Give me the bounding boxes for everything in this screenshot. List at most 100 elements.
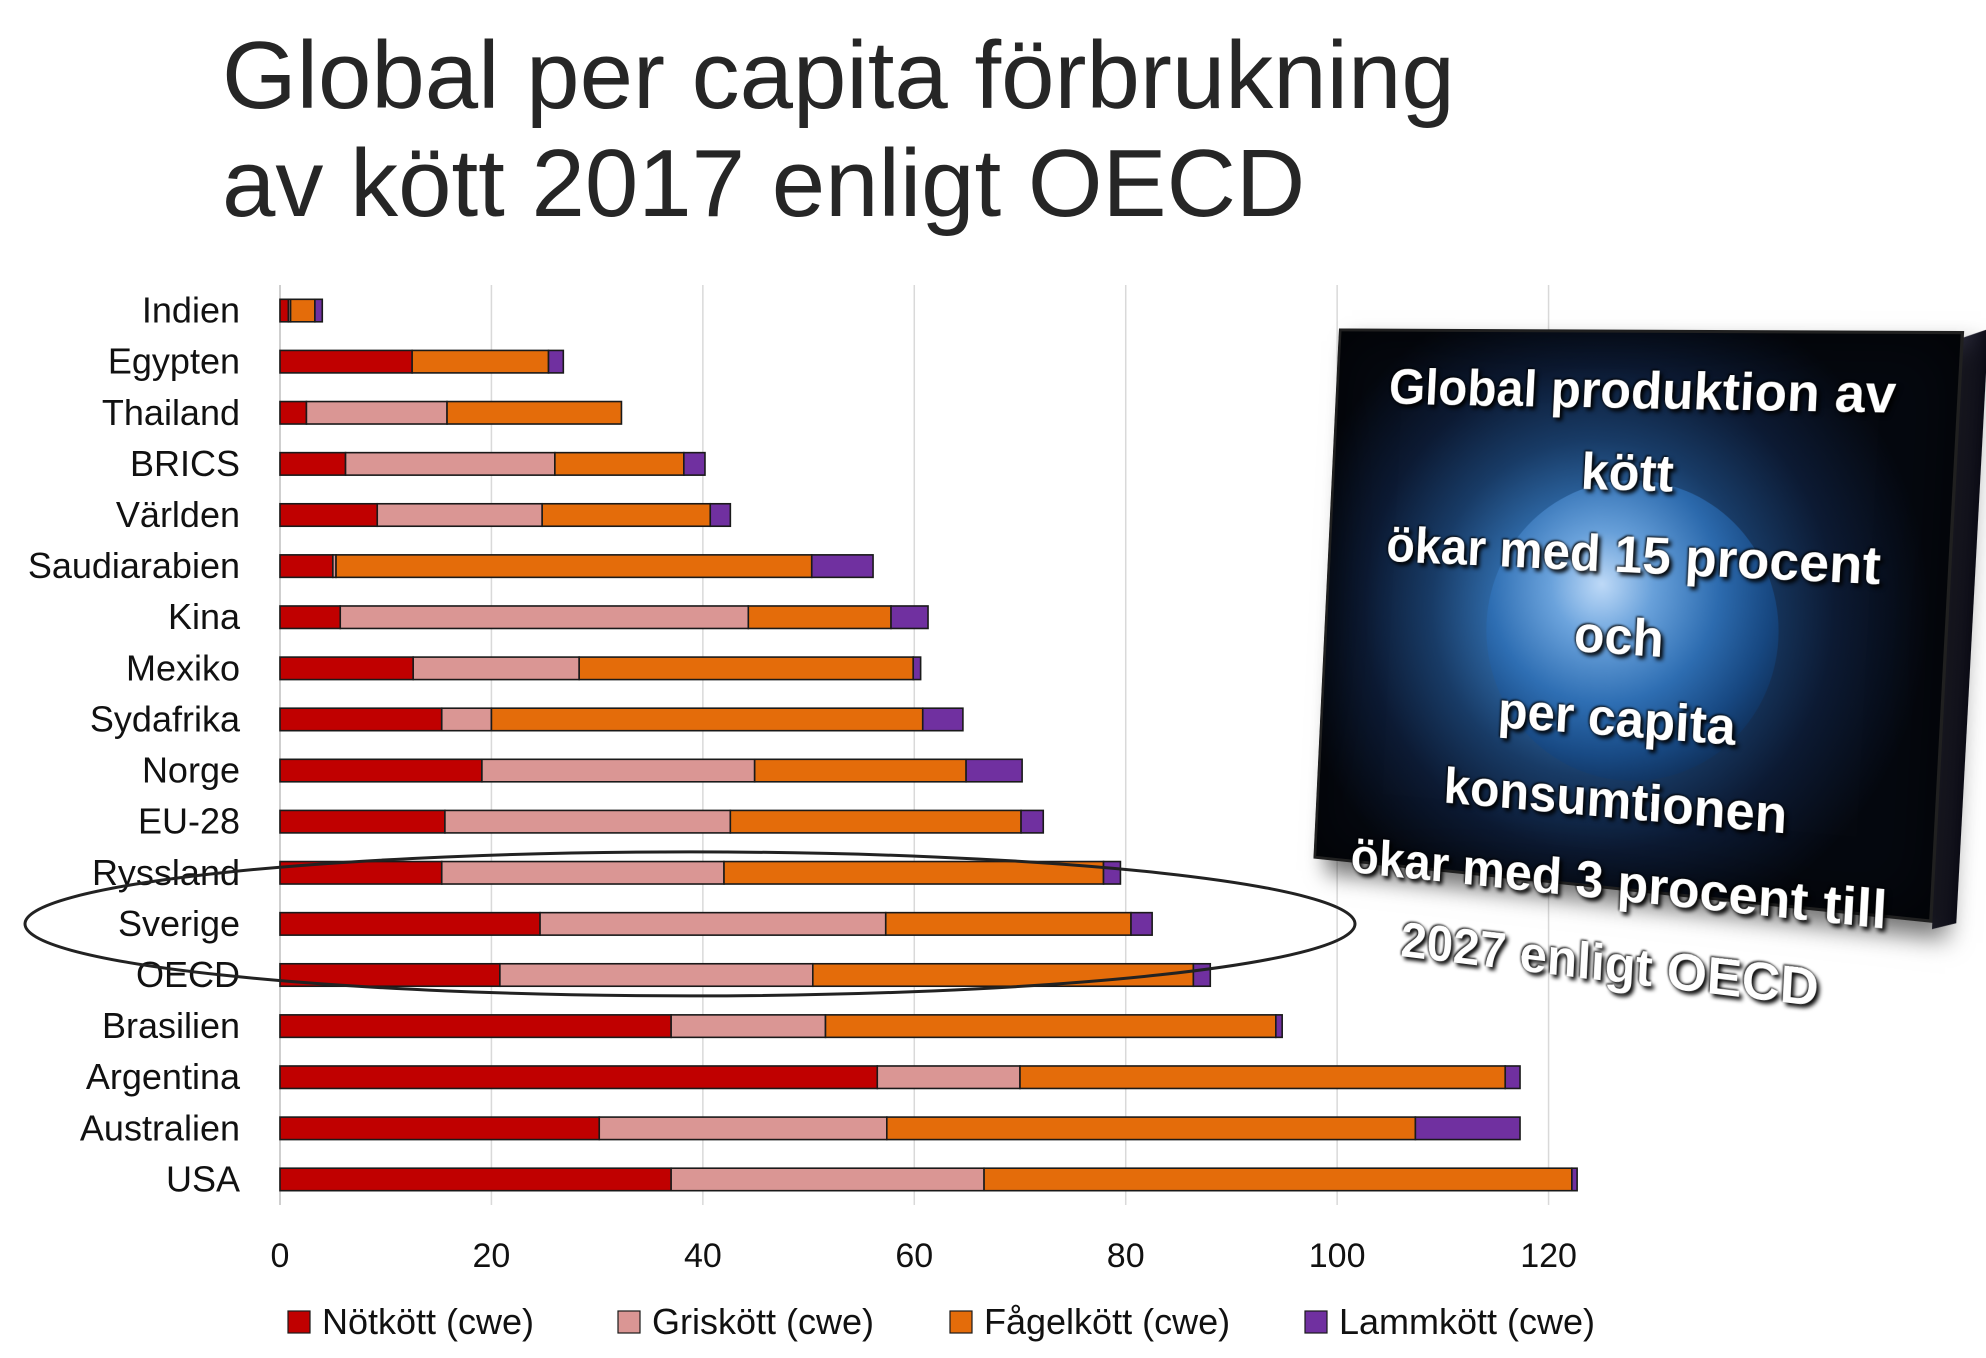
- bar-n-tk-tt-cwe-brasilien: [279, 1014, 672, 1039]
- legend-label-n-tk-tt-cwe: Nötkött (cwe): [322, 1301, 534, 1342]
- bar-f-gelk-tt-cwe-australien: [885, 1116, 1417, 1141]
- category-label-v-rlden: Världen: [116, 494, 240, 535]
- x-tick-label: 60: [895, 1237, 933, 1275]
- category-label-kina: Kina: [168, 596, 241, 637]
- bar-grisk-tt-cwe-argentina: [876, 1065, 1021, 1090]
- bar-lammk-tt-cwe-australien: [1414, 1116, 1521, 1141]
- bar-grisk-tt-cwe-ryssland: [440, 860, 725, 885]
- bar-f-gelk-tt-cwe-egypten: [411, 349, 550, 374]
- bar-f-gelk-tt-cwe-sverige: [884, 911, 1132, 936]
- legend: Nötkött (cwe) Griskött (cwe) Fågelkött (cw…: [287, 1301, 1595, 1342]
- category-label-norge: Norge: [142, 750, 240, 791]
- bar-n-tk-tt-cwe-egypten: [279, 349, 413, 374]
- bar-lammk-tt-cwe-usa: [1571, 1167, 1578, 1192]
- category-label-sverige: Sverige: [118, 903, 240, 944]
- bar-f-gelk-tt-cwe-v-rlden: [541, 502, 712, 528]
- category-label-indien: Indien: [142, 290, 240, 331]
- bar-n-tk-tt-cwe-v-rlden: [279, 502, 379, 528]
- bar-n-tk-tt-cwe-eu-28: [279, 809, 446, 834]
- bar-lammk-tt-cwe-saudiarabien: [810, 554, 874, 579]
- bar-grisk-tt-cwe-sydafrika: [440, 707, 493, 732]
- bar-f-gelk-tt-cwe-brics: [554, 451, 685, 476]
- bar-lammk-tt-cwe-sverige: [1130, 911, 1153, 936]
- category-label-brasilien: Brasilien: [102, 1005, 240, 1046]
- x-tick-label: 40: [684, 1237, 722, 1275]
- bar-lammk-tt-cwe-mexiko: [912, 656, 922, 681]
- bar-grisk-tt-cwe-eu-28: [444, 809, 732, 834]
- category-label-mexiko: Mexiko: [126, 647, 240, 688]
- bar-lammk-tt-cwe-brasilien: [1275, 1014, 1283, 1039]
- legend-swatch-f-gelk-tt-cwe: [949, 1310, 973, 1334]
- bar-grisk-tt-cwe-thailand: [305, 400, 448, 425]
- bar-grisk-tt-cwe-v-rlden: [376, 502, 543, 528]
- bar-f-gelk-tt-cwe-thailand: [446, 400, 623, 425]
- legend-label-grisk-tt-cwe: Griskött (cwe): [652, 1301, 874, 1342]
- bar-f-gelk-tt-cwe-brasilien: [824, 1014, 1277, 1039]
- bar-lammk-tt-cwe-v-rlden: [709, 502, 732, 528]
- bar-grisk-tt-cwe-sverige: [539, 911, 887, 936]
- bar-f-gelk-tt-cwe-usa: [983, 1167, 1573, 1192]
- bar-grisk-tt-cwe-oecd: [499, 962, 814, 988]
- legend-label-lammk-tt-cwe: Lammkött (cwe): [1339, 1301, 1595, 1342]
- bar-lammk-tt-cwe-sydafrika: [921, 707, 964, 732]
- bar-n-tk-tt-cwe-kina: [279, 605, 342, 630]
- category-label-argentina: Argentina: [86, 1056, 241, 1097]
- bar-f-gelk-tt-cwe-argentina: [1019, 1065, 1507, 1090]
- highlight-ellipse-layer: [23, 850, 1357, 998]
- bar-f-gelk-tt-cwe-saudiarabien: [335, 554, 813, 579]
- bar-n-tk-tt-cwe-usa: [279, 1167, 672, 1192]
- bar-n-tk-tt-cwe-sydafrika: [279, 707, 443, 732]
- bar-f-gelk-tt-cwe-indien: [289, 298, 316, 323]
- info-panel-text: Global produktion av kött ökar med 15 pr…: [1349, 359, 1898, 1019]
- bar-grisk-tt-cwe-norge: [481, 758, 756, 783]
- category-label-sydafrika: Sydafrika: [90, 698, 241, 739]
- category-label-brics: BRICS: [130, 443, 240, 484]
- category-label-usa: USA: [166, 1158, 240, 1199]
- category-label-australien: Australien: [80, 1107, 240, 1148]
- bar-n-tk-tt-cwe-mexiko: [279, 656, 414, 681]
- bar-n-tk-tt-cwe-thailand: [279, 400, 308, 425]
- highlight-ellipse: [23, 850, 1357, 998]
- legend-swatch-grisk-tt-cwe: [617, 1310, 641, 1334]
- legend-swatch-n-tk-tt-cwe: [287, 1310, 311, 1334]
- info-panel: Global produktion av kött ökar med 15 pr…: [1313, 328, 1986, 1019]
- bar-lammk-tt-cwe-argentina: [1504, 1065, 1521, 1090]
- bar-lammk-tt-cwe-brics: [683, 451, 706, 476]
- x-tick-label: 0: [271, 1237, 290, 1275]
- bar-lammk-tt-cwe-indien: [314, 298, 324, 323]
- slide-title: Global per capita förbrukning av kött 20…: [222, 22, 1455, 237]
- bar-grisk-tt-cwe-australien: [598, 1116, 888, 1141]
- bar-n-tk-tt-cwe-norge: [279, 758, 483, 783]
- bar-lammk-tt-cwe-norge: [965, 758, 1023, 783]
- bar-f-gelk-tt-cwe-norge: [753, 758, 967, 783]
- bar-f-gelk-tt-cwe-sydafrika: [490, 707, 924, 732]
- bar-lammk-tt-cwe-egypten: [547, 349, 565, 374]
- bar-n-tk-tt-cwe-argentina: [279, 1065, 879, 1090]
- bars: [279, 298, 1578, 1192]
- category-label-saudiarabien: Saudiarabien: [28, 545, 240, 586]
- bar-grisk-tt-cwe-kina: [339, 605, 750, 630]
- bar-f-gelk-tt-cwe-mexiko: [578, 656, 915, 681]
- bar-n-tk-tt-cwe-saudiarabien: [279, 554, 334, 579]
- bar-n-tk-tt-cwe-indien: [279, 298, 290, 323]
- bar-grisk-tt-cwe-usa: [670, 1167, 985, 1192]
- legend-swatch-lammk-tt-cwe: [1304, 1310, 1328, 1334]
- bar-f-gelk-tt-cwe-ryssland: [723, 860, 1105, 885]
- bar-grisk-tt-cwe-brasilien: [670, 1014, 827, 1039]
- bar-f-gelk-tt-cwe-eu-28: [729, 809, 1022, 834]
- x-tick-labels: 0 20 40 60 80 100 120: [271, 1237, 1577, 1275]
- bar-n-tk-tt-cwe-sverige: [279, 911, 541, 936]
- x-tick-label: 100: [1309, 1237, 1366, 1275]
- bar-grisk-tt-cwe-mexiko: [412, 656, 580, 681]
- bar-lammk-tt-cwe-ryssland: [1102, 860, 1122, 885]
- bar-lammk-tt-cwe-kina: [890, 605, 929, 630]
- x-tick-label: 80: [1107, 1237, 1145, 1275]
- category-labels: Indien Egypten Thailand BRICS Världen Saudiar…: [28, 290, 241, 1200]
- bar-f-gelk-tt-cwe-kina: [747, 605, 892, 630]
- legend-label-f-gelk-tt-cwe: Fågelkött (cwe): [984, 1301, 1230, 1342]
- category-label-thailand: Thailand: [102, 392, 240, 433]
- bar-n-tk-tt-cwe-australien: [279, 1116, 601, 1141]
- category-label-eu-28: EU-28: [138, 801, 240, 842]
- bar-n-tk-tt-cwe-brics: [279, 451, 347, 476]
